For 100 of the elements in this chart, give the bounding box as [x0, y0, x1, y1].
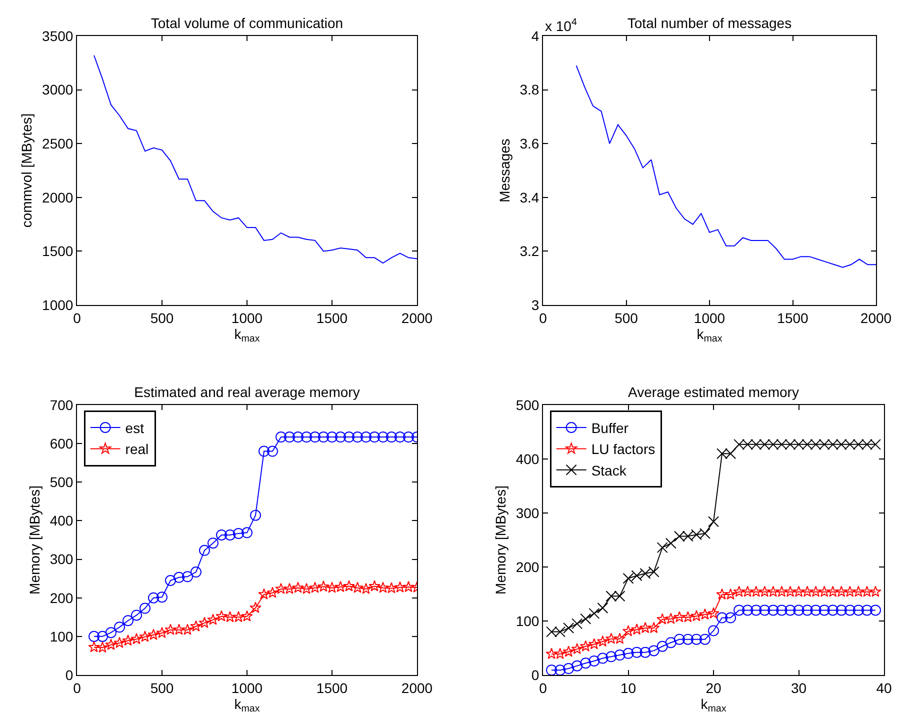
point	[386, 432, 397, 443]
point	[378, 432, 388, 443]
point	[114, 636, 126, 648]
point	[250, 602, 262, 613]
point	[242, 527, 252, 538]
point	[758, 586, 770, 597]
point	[622, 572, 634, 584]
point	[768, 604, 779, 616]
point	[656, 542, 668, 554]
y-tick-label: 400	[516, 450, 540, 467]
point	[852, 586, 864, 597]
point	[614, 650, 626, 661]
point	[198, 616, 210, 628]
x-tick-label: 1000	[694, 310, 726, 326]
point	[394, 432, 406, 443]
x-tick-label: 1500	[777, 310, 809, 326]
point	[724, 588, 736, 600]
point	[810, 604, 822, 616]
point	[554, 664, 566, 675]
legend-label: real	[125, 441, 149, 458]
point	[640, 646, 651, 658]
point	[292, 432, 304, 443]
x-tick-label: 20	[706, 680, 722, 696]
point	[309, 582, 321, 593]
y-tick-label: 3.6	[520, 136, 540, 152]
point	[810, 586, 822, 597]
x-tick-label: 2000	[860, 310, 892, 326]
point	[776, 586, 788, 597]
point	[572, 618, 583, 630]
point	[682, 634, 694, 645]
point	[588, 608, 600, 619]
y-tick-label: 200	[50, 590, 74, 606]
point	[614, 632, 626, 644]
point	[776, 604, 788, 616]
y-tick-label: 3	[531, 296, 540, 313]
y-tick-label: 0	[65, 666, 74, 683]
point	[394, 581, 406, 592]
point	[318, 580, 330, 592]
y-tick-label: 3.2	[520, 243, 540, 260]
point	[597, 652, 608, 664]
point	[588, 655, 600, 666]
point	[190, 566, 202, 578]
point	[258, 588, 270, 600]
point	[224, 611, 236, 622]
point	[870, 586, 882, 597]
point	[140, 602, 150, 614]
point	[852, 604, 864, 616]
y-tick-label: 500	[50, 474, 74, 490]
point	[750, 586, 762, 597]
point	[793, 604, 804, 616]
point	[165, 575, 176, 586]
point	[639, 622, 652, 634]
point	[699, 608, 711, 620]
point	[173, 624, 185, 635]
point	[156, 626, 168, 638]
point	[596, 635, 609, 647]
point	[148, 592, 159, 604]
chart-title: Average estimated memory	[628, 384, 799, 400]
point	[360, 582, 372, 594]
point	[606, 651, 617, 662]
point	[241, 610, 253, 622]
point	[199, 544, 210, 556]
point	[827, 604, 838, 616]
point	[164, 624, 176, 635]
y-tick-label: 100	[516, 612, 540, 629]
point	[326, 432, 338, 443]
y-tick-label: 500	[516, 396, 540, 413]
x-axis-title: k$_{max}$	[234, 326, 260, 345]
chart-title: Total number of messages	[627, 15, 792, 31]
point	[656, 640, 668, 652]
point	[360, 432, 372, 443]
point	[232, 611, 244, 622]
point	[630, 624, 643, 635]
point	[130, 633, 142, 644]
x-tick-label: 2000	[401, 680, 433, 696]
y-axis-title: Messages	[496, 138, 512, 202]
point	[546, 648, 558, 659]
point	[759, 604, 770, 616]
point	[725, 612, 736, 624]
point	[105, 638, 117, 650]
point	[690, 610, 702, 622]
point	[267, 446, 278, 457]
point	[648, 645, 660, 656]
point	[802, 604, 813, 616]
x-tick-label: 500	[150, 680, 174, 696]
chart-title: Total volume of communication	[150, 15, 344, 31]
y-tick-label: 1500	[42, 243, 74, 260]
chart-title: Estimated and real average memory	[134, 384, 360, 400]
point	[369, 432, 380, 443]
point	[870, 604, 881, 616]
point	[708, 516, 719, 528]
point	[818, 604, 830, 616]
point	[292, 582, 304, 593]
point	[88, 641, 100, 652]
x-tick-label: 1500	[316, 680, 348, 696]
y-tick-label: 3500	[42, 28, 74, 44]
point	[708, 625, 719, 636]
line-series	[94, 54, 417, 264]
x-tick-label: 1000	[231, 680, 263, 696]
point	[690, 634, 702, 645]
